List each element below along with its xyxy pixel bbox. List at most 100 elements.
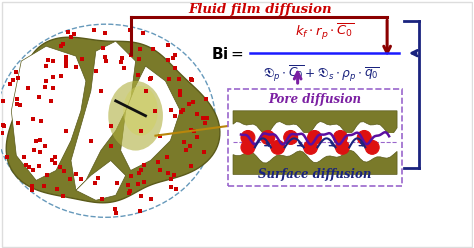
- Text: $\mathbf{Bi} =$: $\mathbf{Bi} =$: [211, 46, 244, 62]
- Point: [87, 139, 95, 143]
- Point: [43, 174, 51, 178]
- Text: $k_f \cdot r_p \cdot \overline{C_0}$: $k_f \cdot r_p \cdot \overline{C_0}$: [295, 22, 354, 42]
- Point: [36, 138, 44, 142]
- Point: [91, 28, 98, 32]
- Point: [66, 177, 74, 181]
- Point: [72, 65, 80, 69]
- Point: [125, 191, 132, 195]
- Point: [118, 57, 125, 61]
- Point: [0, 130, 3, 134]
- Point: [91, 181, 99, 185]
- Point: [135, 171, 142, 175]
- Point: [200, 116, 207, 120]
- Point: [52, 155, 59, 159]
- Point: [176, 89, 183, 93]
- Circle shape: [365, 140, 379, 154]
- Point: [78, 57, 85, 61]
- Point: [186, 144, 193, 148]
- Point: [191, 129, 198, 133]
- Point: [94, 176, 101, 180]
- Polygon shape: [121, 66, 180, 170]
- Point: [137, 168, 145, 172]
- Point: [189, 100, 196, 104]
- Circle shape: [308, 130, 321, 144]
- Point: [187, 77, 194, 81]
- Point: [203, 116, 210, 120]
- Point: [134, 182, 142, 186]
- Point: [181, 140, 188, 144]
- Point: [187, 164, 195, 168]
- Point: [164, 171, 172, 175]
- Circle shape: [241, 140, 255, 154]
- Point: [146, 77, 154, 81]
- Point: [135, 57, 143, 61]
- Point: [127, 28, 134, 32]
- Point: [12, 70, 19, 74]
- Bar: [228, 89, 402, 186]
- Point: [98, 197, 106, 201]
- Point: [172, 187, 180, 191]
- Point: [180, 108, 187, 112]
- Point: [154, 160, 161, 164]
- Point: [171, 53, 179, 57]
- Point: [111, 207, 118, 211]
- Point: [14, 121, 22, 125]
- Point: [156, 168, 164, 172]
- Point: [29, 168, 37, 172]
- Point: [147, 197, 155, 201]
- Point: [40, 185, 48, 188]
- Point: [13, 102, 20, 106]
- Text: Surface diffusion: Surface diffusion: [258, 168, 371, 181]
- Point: [170, 56, 177, 60]
- Point: [124, 183, 132, 186]
- Point: [62, 62, 69, 66]
- Point: [59, 194, 67, 198]
- Point: [62, 55, 70, 59]
- Point: [193, 135, 201, 139]
- Polygon shape: [6, 37, 220, 203]
- Ellipse shape: [123, 86, 158, 136]
- Point: [97, 89, 105, 93]
- Point: [49, 59, 57, 63]
- Point: [176, 93, 183, 97]
- Point: [201, 150, 208, 154]
- Point: [163, 155, 171, 159]
- Point: [56, 165, 64, 169]
- Polygon shape: [76, 160, 126, 200]
- Point: [44, 58, 52, 62]
- Point: [35, 95, 43, 99]
- Point: [64, 30, 72, 34]
- Circle shape: [304, 140, 318, 154]
- Point: [127, 54, 135, 58]
- Point: [137, 194, 145, 198]
- Point: [62, 129, 70, 133]
- Point: [17, 103, 24, 107]
- Point: [42, 63, 49, 67]
- Point: [117, 60, 124, 64]
- Point: [136, 47, 143, 51]
- Point: [100, 55, 108, 59]
- Point: [14, 76, 22, 80]
- Point: [139, 31, 147, 35]
- Point: [36, 150, 44, 154]
- Point: [120, 66, 128, 70]
- Circle shape: [333, 130, 347, 144]
- Point: [23, 163, 30, 167]
- Text: $\mathfrak{D}_p \cdot \overline{C_0} + \mathfrak{D}_s \cdot \rho_p \cdot \overli: $\mathfrak{D}_p \cdot \overline{C_0} + \…: [263, 64, 380, 84]
- Point: [51, 161, 59, 165]
- Point: [167, 185, 174, 189]
- Point: [62, 58, 70, 62]
- Text: Pore diffusion: Pore diffusion: [268, 93, 361, 106]
- Point: [101, 31, 109, 35]
- Point: [57, 74, 65, 78]
- Point: [0, 123, 7, 127]
- Polygon shape: [233, 150, 397, 174]
- Point: [182, 148, 190, 152]
- Point: [137, 209, 144, 213]
- Point: [171, 173, 178, 177]
- Point: [25, 165, 33, 169]
- Point: [113, 181, 121, 185]
- Point: [107, 144, 115, 148]
- Point: [164, 58, 172, 62]
- Point: [0, 99, 7, 103]
